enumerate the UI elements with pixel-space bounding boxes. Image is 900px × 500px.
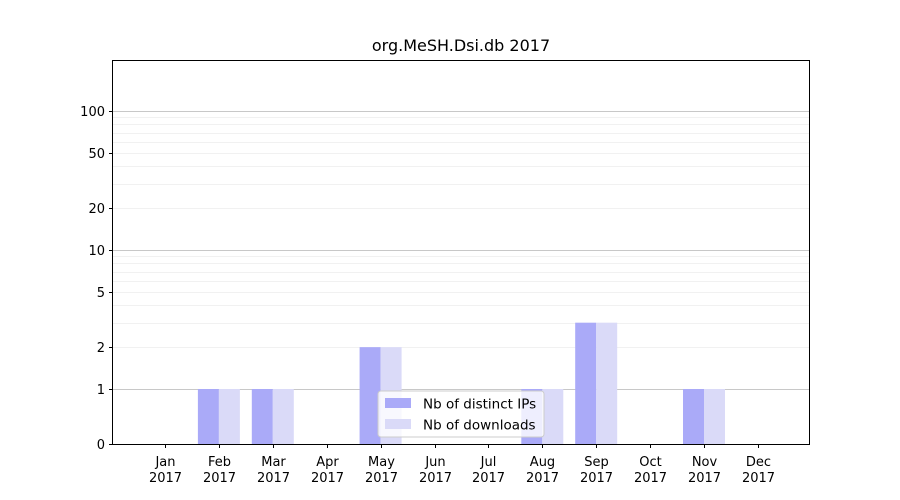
y-axis-ticks: 0 1 2 5 10 20 50 100 <box>80 105 113 453</box>
y-tick-label: 5 <box>97 286 105 301</box>
bar-distinct-ips <box>197 389 219 444</box>
y-tick-label: 0 <box>97 438 105 453</box>
legend: Nb of distinct IPs Nb of downloads <box>377 390 545 438</box>
x-tick-year: 2017 <box>149 471 182 486</box>
x-tick-month: Feb <box>208 455 231 470</box>
legend-label-downloads: Nb of downloads <box>423 418 536 434</box>
x-tick-year: 2017 <box>742 471 775 486</box>
y-tick-label: 20 <box>88 202 105 217</box>
y-tick-label: 50 <box>88 147 105 162</box>
legend-box <box>377 390 545 438</box>
y-tick-label: 2 <box>97 341 105 356</box>
x-tick-label: Aug 2017 <box>526 455 559 486</box>
x-tick-label: Jan 2017 <box>149 455 182 486</box>
bar-distinct-ips <box>683 389 704 444</box>
y-tick-label: 10 <box>88 244 105 259</box>
bar-distinct-ips <box>251 389 273 444</box>
chart-title: org.MeSH.Dsi.db 2017 <box>372 36 550 55</box>
legend-swatch-distinct-ips <box>385 398 411 408</box>
grid-lines <box>113 111 809 390</box>
x-tick-label: Mar 2017 <box>257 455 290 486</box>
x-tick-month: Jun <box>424 455 445 470</box>
x-tick-year: 2017 <box>688 471 721 486</box>
x-tick-year: 2017 <box>203 471 236 486</box>
y-tick-label: 1 <box>97 383 105 398</box>
x-tick-label: Apr 2017 <box>311 455 344 486</box>
x-tick-label: Jun 2017 <box>419 455 452 486</box>
bar-downloads <box>542 389 564 444</box>
x-tick-label: May 2017 <box>365 455 398 486</box>
x-tick-month: Dec <box>746 455 771 470</box>
x-tick-month: Jan <box>154 455 175 470</box>
x-tick-month: Nov <box>692 455 718 470</box>
x-tick-year: 2017 <box>472 471 505 486</box>
x-tick-label: Feb 2017 <box>203 455 236 486</box>
legend-label-distinct-ips: Nb of distinct IPs <box>423 397 536 413</box>
x-tick-label: Jul 2017 <box>472 455 505 486</box>
bar-downloads <box>218 389 240 444</box>
x-tick-year: 2017 <box>365 471 398 486</box>
x-tick-month: Sep <box>584 455 609 470</box>
y-tick-label: 100 <box>80 105 105 120</box>
x-tick-month: May <box>368 455 395 470</box>
x-tick-year: 2017 <box>419 471 452 486</box>
bar-downloads <box>704 389 725 444</box>
x-tick-year: 2017 <box>634 471 667 486</box>
x-tick-month: Jul <box>480 455 497 470</box>
bar-downloads <box>596 322 618 444</box>
x-tick-label: Oct 2017 <box>634 455 667 486</box>
x-tick-label: Dec 2017 <box>742 455 775 486</box>
x-tick-year: 2017 <box>526 471 559 486</box>
x-tick-label: Nov 2017 <box>688 455 721 486</box>
x-tick-month: Aug <box>530 455 555 470</box>
x-tick-label: Sep 2017 <box>580 455 613 486</box>
x-tick-year: 2017 <box>311 471 344 486</box>
legend-swatch-downloads <box>385 419 411 429</box>
bar-distinct-ips <box>359 347 381 444</box>
bar-distinct-ips <box>575 322 597 444</box>
x-tick-month: Oct <box>639 455 661 470</box>
x-tick-year: 2017 <box>257 471 290 486</box>
plot-frame <box>112 60 810 445</box>
bar-downloads <box>272 389 294 444</box>
x-tick-month: Mar <box>261 455 286 470</box>
x-tick-year: 2017 <box>580 471 613 486</box>
x-tick-month: Apr <box>316 455 339 470</box>
